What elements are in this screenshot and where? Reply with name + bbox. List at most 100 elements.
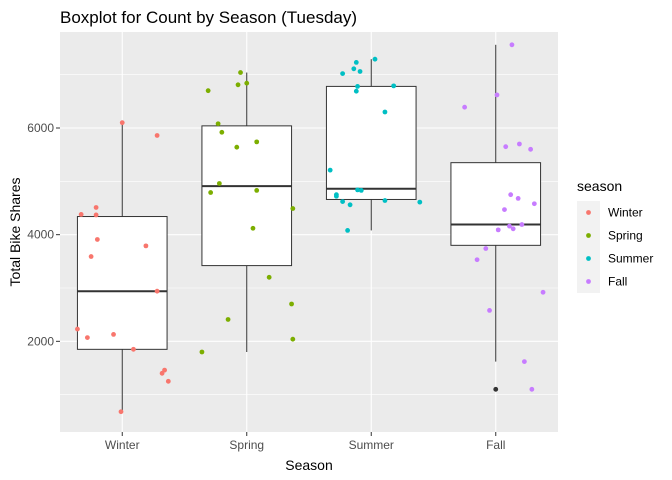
boxes — [76, 85, 542, 350]
x-tick-label-summer: Summer — [349, 438, 394, 452]
data-point-fall — [519, 222, 525, 227]
data-point-spring — [208, 190, 214, 195]
data-point-spring — [205, 88, 211, 94]
data-point-fall — [507, 223, 512, 229]
data-point-summer — [382, 109, 388, 115]
data-point-summer — [345, 228, 350, 233]
legend-label-winter: Winter — [608, 206, 643, 220]
legend-key-summer — [586, 256, 591, 261]
data-point-summer — [382, 198, 388, 203]
data-point-summer — [353, 60, 359, 65]
data-point-winter — [154, 133, 160, 138]
data-point-fall — [483, 246, 489, 251]
legend-label-summer: Summer — [608, 252, 653, 266]
data-point-fall — [509, 42, 515, 48]
data-point-winter — [93, 205, 99, 210]
box-winter — [76, 216, 168, 350]
legend: season Winter Spring Summer Fall — [577, 178, 653, 293]
legend-key-winter — [586, 210, 591, 215]
data-point-spring — [215, 121, 221, 127]
data-point-winter — [93, 212, 99, 218]
data-point-summer — [353, 88, 359, 94]
data-point-fall — [515, 196, 521, 201]
x-axis-ticks: Winter Spring Summer Fall — [105, 432, 505, 452]
data-point-fall — [502, 207, 507, 213]
data-point-fall — [508, 192, 514, 198]
data-point-winter — [119, 120, 125, 126]
legend-key-spring — [586, 233, 591, 238]
data-point-winter — [94, 237, 100, 242]
outliers — [493, 386, 499, 392]
data-point-spring — [219, 129, 225, 135]
whiskers — [121, 44, 497, 412]
data-point-spring — [254, 139, 260, 145]
data-point-fall — [495, 227, 501, 233]
data-point-summer — [417, 199, 423, 205]
data-point-spring — [225, 317, 231, 322]
y-axis-ticks: 2000 4000 6000 — [27, 121, 60, 348]
data-point-spring — [199, 349, 205, 355]
data-point-fall — [521, 359, 527, 364]
data-point-fall — [531, 201, 537, 207]
data-point-summer — [340, 71, 346, 76]
data-point-fall — [517, 141, 522, 147]
data-point-spring — [216, 181, 222, 186]
box-fall — [450, 162, 542, 246]
y-axis-title: Total Bike Shares — [7, 178, 23, 287]
data-point-spring — [290, 206, 296, 211]
data-point-summer — [327, 167, 333, 173]
data-point-winter — [165, 378, 171, 384]
data-point-fall — [529, 386, 535, 392]
data-point-winter — [162, 367, 167, 373]
chart-title: Boxplot for Count by Season (Tuesday) — [60, 8, 357, 27]
data-point-summer — [358, 188, 364, 193]
data-point-winter — [88, 254, 94, 259]
box-spring — [201, 125, 293, 267]
data-point-summer — [391, 83, 397, 89]
data-point-summer — [340, 199, 346, 205]
data-point-winter — [131, 346, 136, 352]
data-point-winter — [111, 332, 116, 337]
data-point-summer — [357, 69, 363, 74]
legend-key-fall — [586, 279, 591, 284]
data-point-spring — [266, 274, 272, 280]
legend-title: season — [577, 178, 622, 194]
data-point-winter — [78, 212, 84, 217]
data-point-summer — [372, 56, 378, 62]
data-point-winter — [118, 409, 124, 415]
data-point-fall — [503, 144, 509, 150]
data-point-fall — [462, 104, 468, 110]
data-point-fall — [474, 257, 480, 263]
y-tick-label-4000: 4000 — [27, 228, 54, 242]
data-point-spring — [244, 80, 250, 86]
data-point-winter — [75, 326, 80, 332]
x-tick-label-spring: Spring — [229, 438, 264, 452]
data-point-spring — [254, 188, 260, 193]
data-point-fall — [494, 92, 500, 98]
data-point-winter — [143, 243, 149, 249]
x-axis-title: Season — [285, 457, 332, 473]
data-point-summer — [351, 66, 357, 72]
data-point-summer — [355, 187, 360, 193]
data-point-spring — [235, 82, 241, 88]
data-point-spring — [289, 301, 294, 307]
x-tick-label-winter: Winter — [105, 438, 140, 452]
data-point-summer — [355, 84, 360, 89]
box-summer — [325, 85, 417, 200]
legend-entries: Winter Spring Summer Fall — [577, 201, 653, 293]
data-point-spring — [250, 225, 256, 231]
data-point-winter — [84, 335, 90, 340]
data-point-spring — [290, 336, 296, 342]
y-tick-label-2000: 2000 — [27, 334, 54, 348]
data-point-summer — [347, 202, 353, 208]
outlier-point-fall — [493, 386, 499, 392]
data-point-fall — [487, 308, 492, 313]
legend-label-spring: Spring — [608, 229, 643, 243]
legend-label-fall: Fall — [608, 275, 627, 289]
data-point-fall — [540, 289, 546, 295]
data-point-fall — [528, 146, 534, 152]
data-point-fall — [510, 226, 516, 232]
data-point-spring — [234, 144, 240, 150]
x-tick-label-fall: Fall — [486, 438, 505, 452]
